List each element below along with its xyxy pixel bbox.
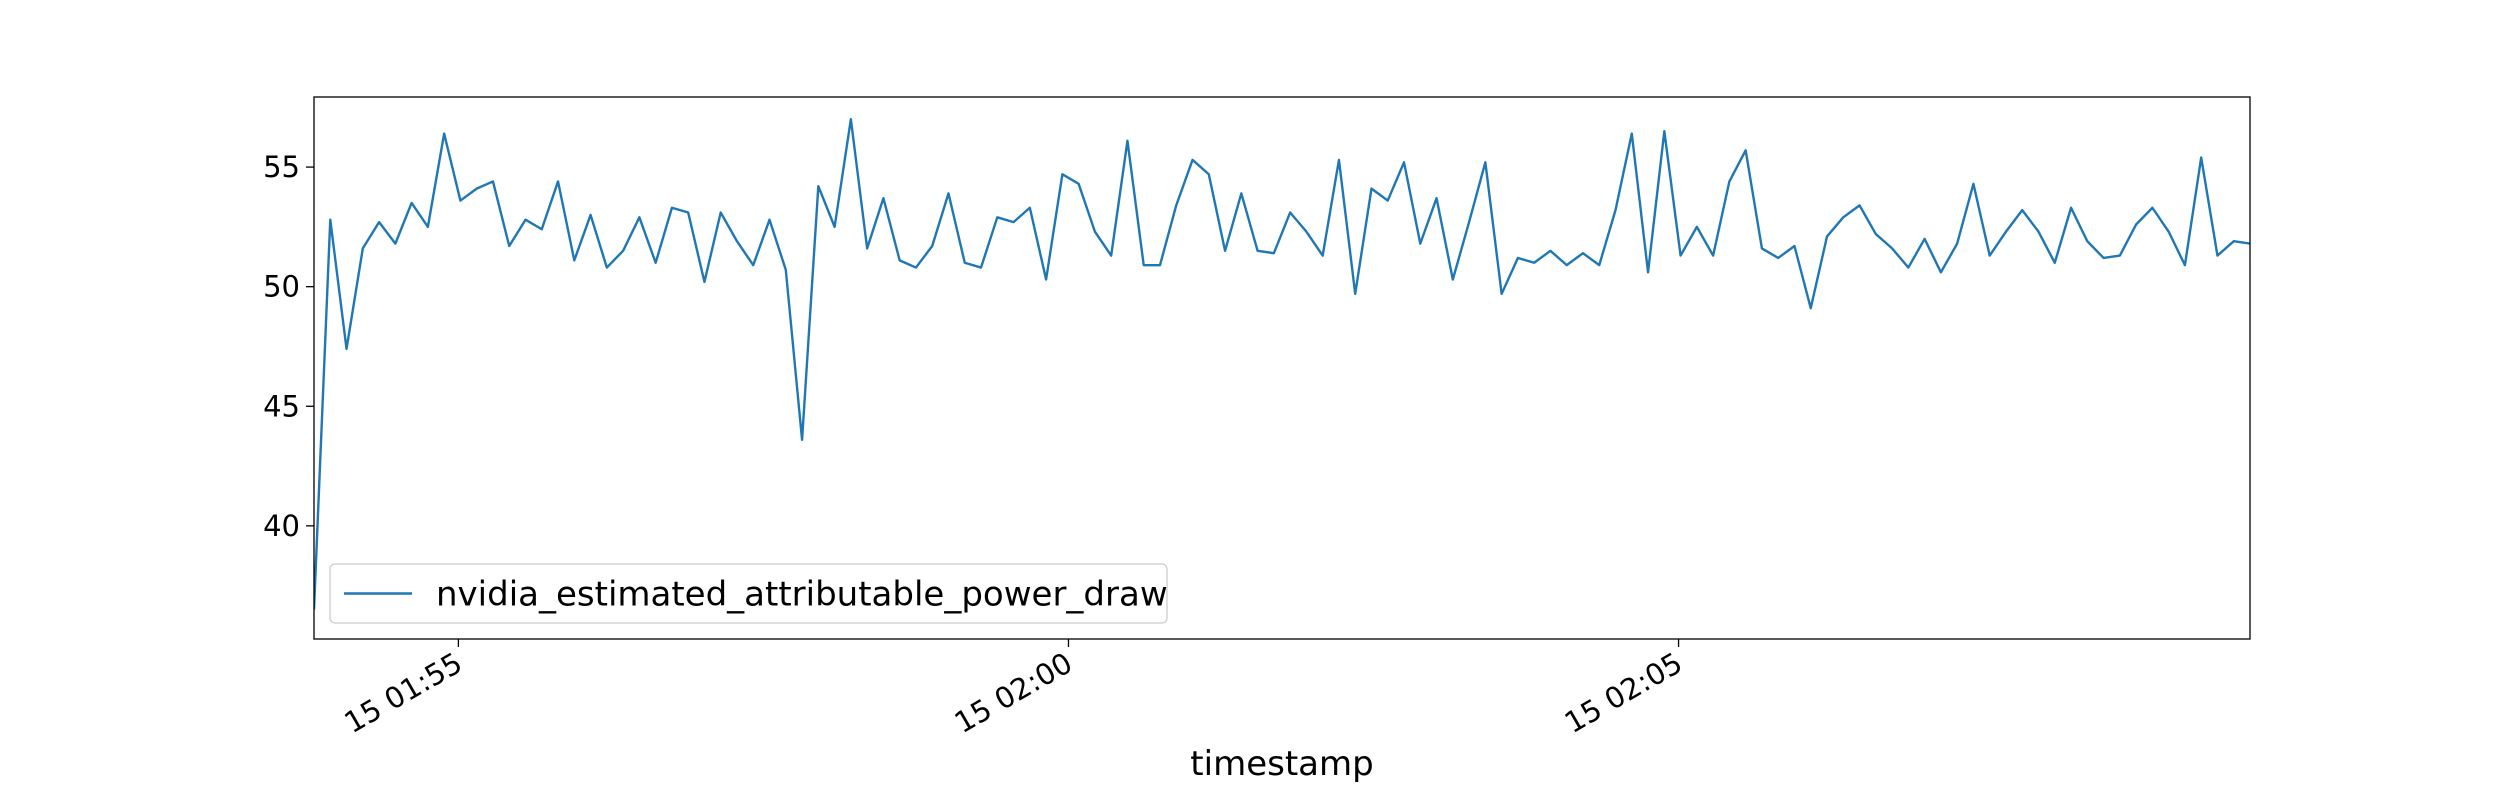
axes-frame bbox=[313, 96, 2251, 640]
legend-label: nvidia_estimated_attributable_power_draw bbox=[436, 575, 1168, 615]
data-line bbox=[314, 118, 2250, 610]
x-axis-label: timestamp bbox=[1190, 744, 1373, 784]
y-tick-label: 40 bbox=[263, 509, 300, 543]
legend-box bbox=[329, 563, 1168, 624]
y-tick-label: 55 bbox=[263, 150, 300, 184]
plot-area bbox=[314, 118, 2250, 610]
y-tick-label: 45 bbox=[263, 389, 300, 423]
y-tick-label: 50 bbox=[263, 270, 300, 304]
